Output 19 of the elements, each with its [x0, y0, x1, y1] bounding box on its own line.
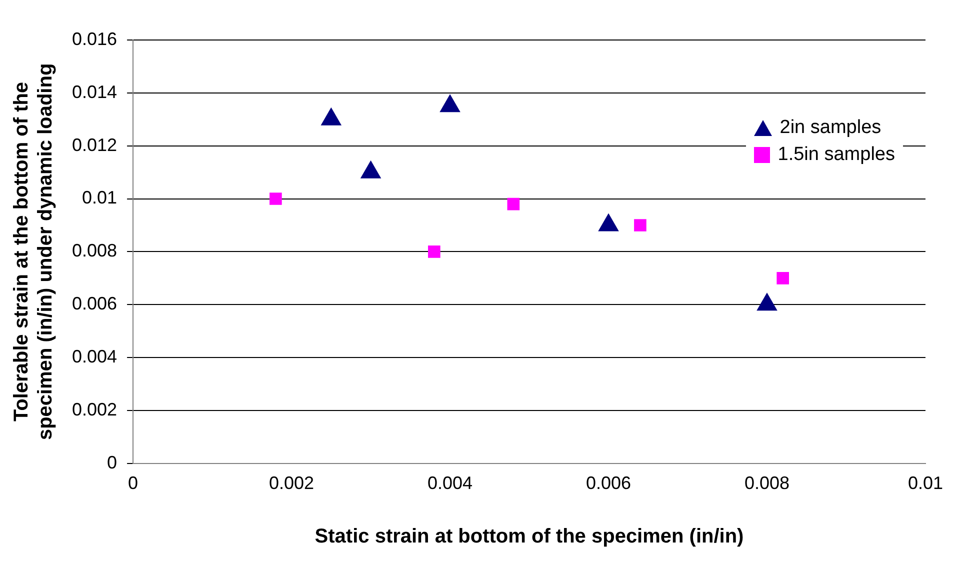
x-tick-label: 0.004 [427, 473, 473, 494]
legend-label: 1.5in samples [778, 144, 895, 166]
x-tick-label: 0.006 [586, 473, 632, 494]
y-tick-label: 0.016 [72, 28, 118, 49]
y-tick-label: 0.01 [82, 188, 118, 208]
y-tick-label: 0.014 [72, 82, 118, 102]
x-tick-label: 0.008 [744, 473, 790, 494]
y-tick-label: 0.004 [72, 346, 118, 367]
y-axis-title: Tolerable strain at the bottom of the specimen (in/in) under dynamic loading [10, 63, 57, 440]
x-tick-label: 0.01 [908, 473, 944, 494]
x-axis-title: Static strain at bottom of the specimen (in/in) [314, 526, 744, 548]
x-tick-label: 0.002 [269, 473, 314, 494]
y-tick-label: 0.008 [72, 240, 118, 261]
y-tick-label: 0.012 [72, 134, 118, 155]
y-tick-label: 0.006 [72, 294, 118, 314]
legend-label: 2in samples [780, 116, 882, 138]
y-tick-label: 0.002 [72, 399, 118, 420]
y-tick-label: 0 [107, 452, 118, 472]
x-tick-label: 0 [128, 473, 138, 494]
